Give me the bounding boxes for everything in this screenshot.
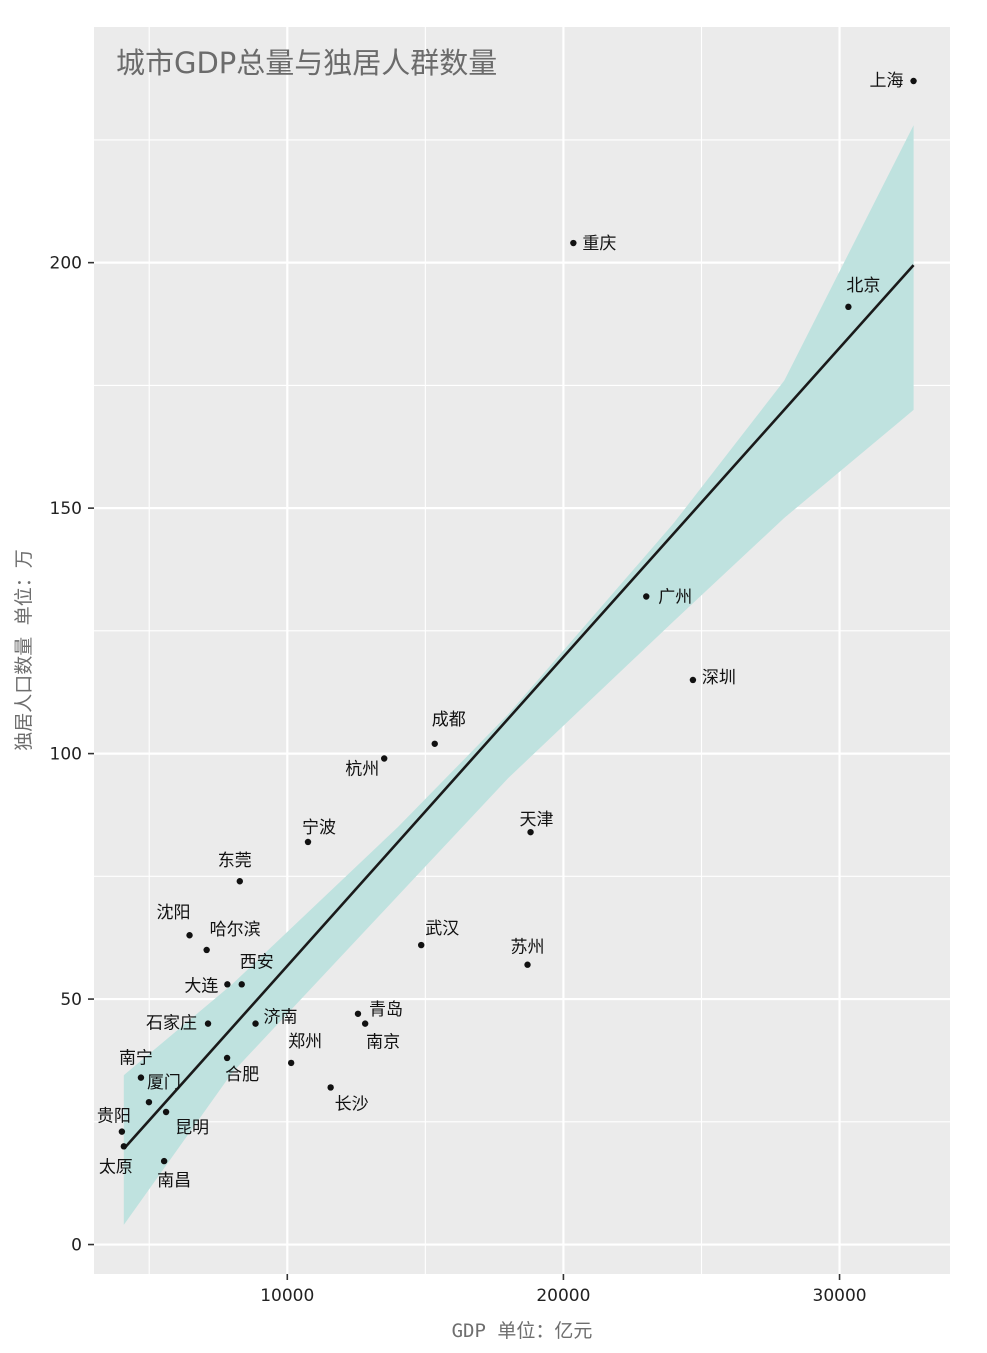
data-point — [524, 961, 531, 968]
point-label: 青岛 — [369, 1000, 403, 1020]
x-tick-label: 20000 — [536, 1286, 590, 1306]
y-tick-label: 200 — [50, 254, 82, 274]
data-point — [689, 676, 697, 684]
data-point — [238, 981, 245, 988]
data-point — [643, 593, 650, 600]
point-label: 哈尔滨 — [210, 920, 261, 940]
point-label: 西安 — [240, 952, 274, 972]
point-label: 苏州 — [511, 938, 545, 958]
point-label: 北京 — [846, 276, 880, 296]
plot-panel — [94, 27, 950, 1274]
point-label: 长沙 — [335, 1094, 369, 1114]
y-axis-title: 独居人口数量 单位：万 — [13, 549, 35, 750]
data-point — [431, 740, 438, 747]
chart-title: 城市GDP总量与独居人群数量 — [116, 46, 497, 80]
x-axis-title: GDP 单位：亿元 — [452, 1320, 593, 1342]
data-point — [203, 946, 210, 954]
y-tick-label: 50 — [60, 990, 82, 1010]
data-point — [186, 932, 193, 939]
data-point — [204, 1020, 212, 1027]
point-label: 南宁 — [119, 1049, 153, 1069]
point-label: 贵阳 — [97, 1107, 131, 1127]
data-point — [162, 1108, 170, 1116]
data-point — [910, 77, 917, 85]
data-point — [120, 1143, 128, 1150]
trend-line — [122, 264, 915, 1150]
y-tick-label: 0 — [71, 1236, 82, 1256]
data-point — [304, 838, 312, 846]
point-label: 广州 — [658, 587, 692, 607]
point-label: 深圳 — [702, 668, 736, 688]
data-point — [224, 981, 231, 988]
axes: 10000 20000 30000 0 50 100 150 200 — [50, 254, 867, 1306]
point-label: 重庆 — [582, 234, 616, 254]
x-tick-label: 10000 — [260, 1286, 314, 1306]
data-point — [137, 1074, 145, 1081]
data-point — [381, 755, 388, 762]
data-point — [236, 878, 243, 885]
point-label: 太原 — [99, 1157, 133, 1177]
point-label: 郑州 — [288, 1032, 322, 1052]
data-point — [160, 1157, 168, 1165]
data-point — [223, 1054, 231, 1062]
data-point — [287, 1059, 295, 1067]
point-label: 昆明 — [175, 1118, 209, 1138]
data-point — [118, 1128, 126, 1135]
point-label: 石家庄 — [146, 1014, 197, 1034]
data-points — [118, 77, 917, 1165]
point-label: 济南 — [264, 1008, 298, 1028]
data-point — [527, 828, 534, 836]
point-label: 东莞 — [218, 851, 252, 871]
point-label: 合肥 — [225, 1065, 259, 1085]
point-label: 天津 — [520, 810, 554, 830]
point-label: 大连 — [184, 976, 218, 996]
confidence-band — [123, 125, 914, 1225]
data-point — [845, 303, 852, 311]
point-label: 杭州 — [345, 760, 379, 780]
x-tick-label: 30000 — [813, 1286, 867, 1306]
data-point — [252, 1020, 259, 1027]
point-label: 宁波 — [302, 818, 336, 838]
point-label: 沈阳 — [157, 903, 191, 923]
point-label: 南京 — [366, 1033, 400, 1053]
data-point — [327, 1084, 334, 1091]
data-point — [418, 941, 425, 949]
y-tick-label: 150 — [50, 499, 82, 519]
point-label: 南昌 — [157, 1171, 191, 1191]
data-point — [570, 239, 577, 247]
point-label: 成都 — [432, 710, 466, 730]
data-point — [361, 1020, 369, 1027]
point-label: 武汉 — [425, 919, 459, 939]
point-label: 厦门 — [147, 1073, 181, 1093]
data-point — [145, 1098, 153, 1106]
point-label: 上海 — [870, 71, 904, 91]
y-tick-label: 100 — [50, 745, 82, 765]
data-point — [354, 1010, 362, 1017]
